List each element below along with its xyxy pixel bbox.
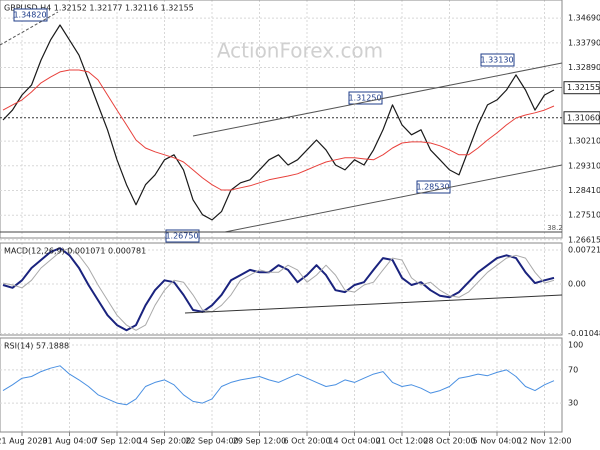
y-tick-label: 0.007213: [568, 246, 600, 255]
x-tick-label: 5 Nov 04:00: [473, 437, 522, 446]
annotation-box: [348, 91, 383, 105]
series-line: [2, 247, 555, 331]
x-tick-label: 21 Oct 12:00: [376, 437, 428, 446]
series-line: [2, 69, 555, 191]
annotation: 1.31250: [348, 94, 381, 103]
x-tick-label: 29 Sep 12:00: [233, 437, 286, 446]
x-tick-label: 14 Oct 04:00: [328, 437, 380, 446]
y-tick-label: 70: [568, 365, 578, 374]
annotation-box: [480, 53, 515, 67]
channel-upper: [192, 62, 563, 137]
series-line: [2, 24, 555, 221]
trend-dashed: [0, 11, 59, 46]
y-tick-label: 30: [568, 399, 578, 408]
macd-trendline: [184, 294, 563, 314]
panel-title: RSI(14) 57.1888: [4, 342, 69, 351]
channel-lower: [224, 164, 563, 233]
x-tick-label: 14 Sep 20:00: [138, 437, 191, 446]
x-tick-label: 31 Aug 04:00: [43, 437, 97, 446]
x-tick-label: 22 Sep 04:00: [185, 437, 238, 446]
y-tick-label: 1.34690: [568, 14, 600, 23]
annotation: 1.33130: [480, 56, 513, 65]
y-tick-label: 100: [568, 341, 583, 350]
price-label: 1.31060: [567, 113, 600, 122]
y-tick-label: 0.00: [568, 280, 586, 289]
annotation: 1.26750: [165, 232, 198, 241]
annotation-box: [165, 229, 200, 243]
y-tick-label: 1.26615: [568, 235, 600, 244]
annotation-box: [13, 8, 48, 22]
y-tick-label: -0.01048: [568, 329, 600, 338]
price-label: 1.32155: [567, 83, 600, 92]
x-tick-label: 7 Sep 12:00: [93, 437, 141, 446]
annotation: 38.2: [547, 224, 563, 232]
y-tick-label: 1.28410: [568, 186, 600, 195]
price-label-box: [563, 111, 600, 125]
y-tick-label: 1.33790: [568, 38, 600, 47]
y-tick-label: 1.32890: [568, 63, 600, 72]
x-tick-label: 21 Aug 2020: [0, 437, 48, 446]
panel-title: GBPUSD,H4 1.32152 1.32177 1.32116 1.3215…: [4, 4, 194, 13]
series-line: [2, 247, 555, 332]
series-line: [2, 365, 555, 406]
annotation: 1.34820: [13, 11, 46, 20]
x-tick-label: 6 Oct 20:00: [283, 437, 330, 446]
annotation: 1.28530: [416, 183, 449, 192]
x-tick-label: 12 Nov 12:00: [518, 437, 572, 446]
panel-frame: [0, 337, 563, 433]
panel-frame: [0, 0, 563, 239]
y-tick-label: 1.27510: [568, 211, 600, 220]
x-tick-label: 28 Oct 20:00: [423, 437, 475, 446]
panel-title: MACD(12,26,9) 0.001071 0.000781: [4, 247, 146, 256]
watermark: ActionForex.com: [217, 39, 383, 63]
y-tick-label: 1.29310: [568, 161, 600, 170]
panel-frame: [0, 242, 563, 336]
y-tick-label: 1.30210: [568, 137, 600, 146]
price-label-box: [563, 81, 600, 95]
